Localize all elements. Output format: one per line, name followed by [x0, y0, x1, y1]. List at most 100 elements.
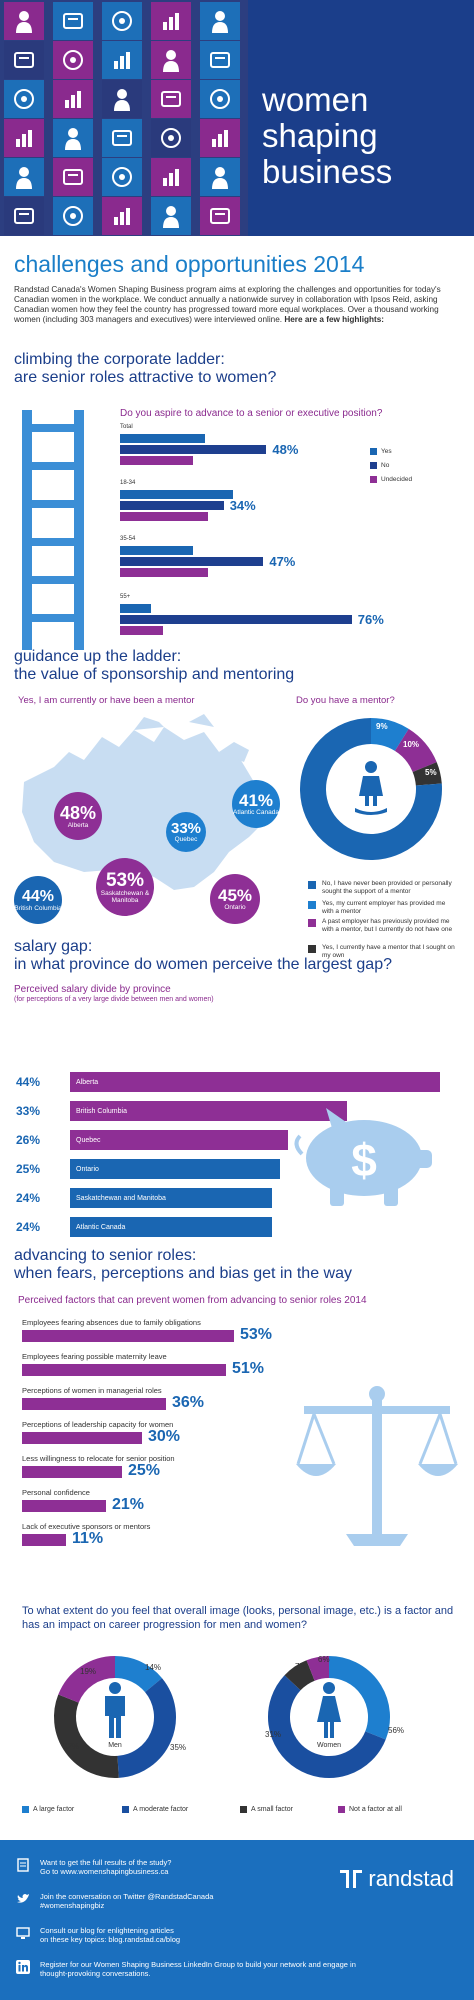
factor-pct: 51%: [232, 1360, 265, 1377]
aspire-bar-undecided: [120, 512, 209, 521]
women-donut-pct: 31%: [265, 1730, 282, 1739]
donut-segment: [412, 762, 442, 786]
footer-study-line-2[interactable]: Go to www.womenshapingbusiness.ca: [40, 1867, 169, 1876]
aspire-category-label: 35-54: [120, 536, 136, 542]
footer-blog-line-2[interactable]: on these key topics: blog.randstad.ca/bl…: [40, 1935, 181, 1944]
woman-icon: [151, 119, 191, 157]
footer-row-study[interactable]: Want to get the full results of the stud…: [16, 1858, 171, 1876]
intro-highlight: Here are a few highlights:: [284, 315, 384, 324]
men-donut-pct: 35%: [170, 1743, 187, 1752]
province-name: Saskatchewan & Manitoba: [100, 889, 150, 904]
province-name: Ontario: [224, 904, 246, 911]
image-legend-swatch: [338, 1806, 345, 1813]
factor-bar: [22, 1364, 226, 1376]
page-title: challenges and opportunities 2014: [14, 251, 365, 277]
mentor-donut-pct: 10%: [403, 740, 420, 749]
aspire-bar-undecided: [120, 568, 209, 577]
mentor-legend-item: No, I have never been provided or person…: [308, 880, 458, 896]
salary-bar: Quebec: [70, 1130, 289, 1150]
salary-pct: 33%: [16, 1104, 41, 1118]
woman-icon: [317, 1682, 341, 1738]
footer-study-text: Want to get the full results of the stud…: [40, 1858, 171, 1876]
footer-twitter-line-2[interactable]: #womenshapingbiz: [40, 1901, 105, 1910]
mentor-legend-swatch: [308, 881, 316, 889]
factor-label: Less willingness to relocate for senior …: [22, 1454, 175, 1463]
factor-pct: 21%: [112, 1496, 145, 1513]
gears-icon: [4, 80, 44, 118]
salary-note: (for perceptions of a very large divide …: [14, 996, 214, 1003]
image-legend-label: Not a factor at all: [349, 1806, 402, 1813]
salary-pct: 24%: [16, 1191, 41, 1205]
footer-row-twitter[interactable]: Join the conversation on Twitter @Randst…: [16, 1892, 213, 1910]
aspire-no-pct: 76%: [357, 612, 384, 627]
image-legend-item: A moderate factor: [122, 1806, 188, 1813]
legend-no-swatch: [370, 462, 377, 469]
footer-row-blog[interactable]: Consult our blog for enlightening articl…: [16, 1926, 180, 1944]
aspire-bar-no: [120, 445, 267, 454]
mentor-donut-pct: 77%: [298, 850, 315, 859]
aspire-category-label: Total: [120, 424, 133, 430]
footer-linkedin-line-1[interactable]: Register for our Women Shaping Business …: [40, 1960, 356, 1969]
legend-yes-swatch: [370, 448, 377, 455]
donut-segment: [306, 1656, 330, 1681]
image-legend-swatch: [240, 1806, 247, 1813]
footer-blog-text: Consult our blog for enlightening articl…: [40, 1926, 180, 1944]
woman-icon: [4, 41, 44, 79]
twitter-icon: [17, 1894, 29, 1903]
aspire-category-label: 55+: [120, 594, 131, 600]
factor-pct: 53%: [240, 1326, 273, 1343]
donut-segment: [116, 1678, 176, 1778]
footer-linkedin-line-2: thought-provoking conversations.: [40, 1969, 151, 1978]
woman-icon: [200, 2, 240, 40]
donut-segment: [370, 718, 409, 752]
footer-twitter-line-1[interactable]: Join the conversation on Twitter @Randst…: [40, 1892, 214, 1901]
donut-segment: [54, 1694, 119, 1778]
woman-icon: [200, 41, 240, 79]
image-legend-item: A large factor: [22, 1806, 74, 1813]
woman-hand-icon: [355, 761, 387, 815]
mentor-legend-item: A past employer has previously provided …: [308, 918, 458, 934]
legend-no-label: No: [381, 462, 390, 469]
legend-yes: Yes: [370, 448, 392, 455]
computer-icon: [102, 41, 142, 79]
donut-segment: [328, 1656, 390, 1740]
salary-bar: Atlantic Canada: [70, 1217, 272, 1237]
province-name: Quebec: [174, 836, 198, 843]
factor-pct: 36%: [172, 1394, 205, 1411]
province-pct: 48%: [59, 802, 97, 823]
document-icon: [151, 158, 191, 196]
donut-segment: [394, 728, 437, 773]
monitor-icon: [16, 1927, 30, 1939]
women-donut: [268, 1656, 390, 1778]
image-legend-label: A small factor: [251, 1806, 294, 1813]
donut-segment: [58, 1656, 116, 1704]
aspire-bar-no: [120, 557, 264, 566]
factor-label: Perceptions of leadership capacity for w…: [22, 1420, 174, 1429]
canada-map: [22, 714, 269, 890]
footer-row-linkedin[interactable]: Register for our Women Shaping Business …: [16, 1960, 356, 1978]
woman-icon: [200, 158, 240, 196]
aspire-question: Do you aspire to advance to a senior or …: [120, 408, 383, 419]
clock-icon: [4, 119, 44, 157]
factor-label: Employees fearing possible maternity lea…: [22, 1352, 167, 1361]
chat-icon: [200, 119, 240, 157]
linkedin-icon: [16, 1960, 30, 1974]
scales-icon: [296, 1386, 458, 1546]
women-label: Women: [317, 1742, 341, 1749]
province-pct: 44%: [21, 887, 55, 905]
image-legend-item: Not a factor at all: [338, 1806, 402, 1813]
factor-pct: 25%: [128, 1462, 161, 1479]
factor-pct: 30%: [148, 1428, 181, 1445]
randstad-logo[interactable]: randstad: [340, 1866, 454, 1892]
mentor-legend-label: No, I have never been provided or person…: [322, 880, 452, 895]
certificate-icon: [151, 41, 191, 79]
salary-bar: Ontario: [70, 1159, 280, 1179]
province-name: Alberta: [67, 821, 89, 829]
aspire-bar-yes: [120, 490, 233, 499]
donut-segment: [268, 1675, 386, 1778]
aspire-bar-no: [120, 615, 352, 624]
randstad-wordmark: randstad: [368, 1866, 454, 1891]
bar-chart-icon: [102, 119, 142, 157]
salary-bar: Alberta: [70, 1072, 440, 1092]
